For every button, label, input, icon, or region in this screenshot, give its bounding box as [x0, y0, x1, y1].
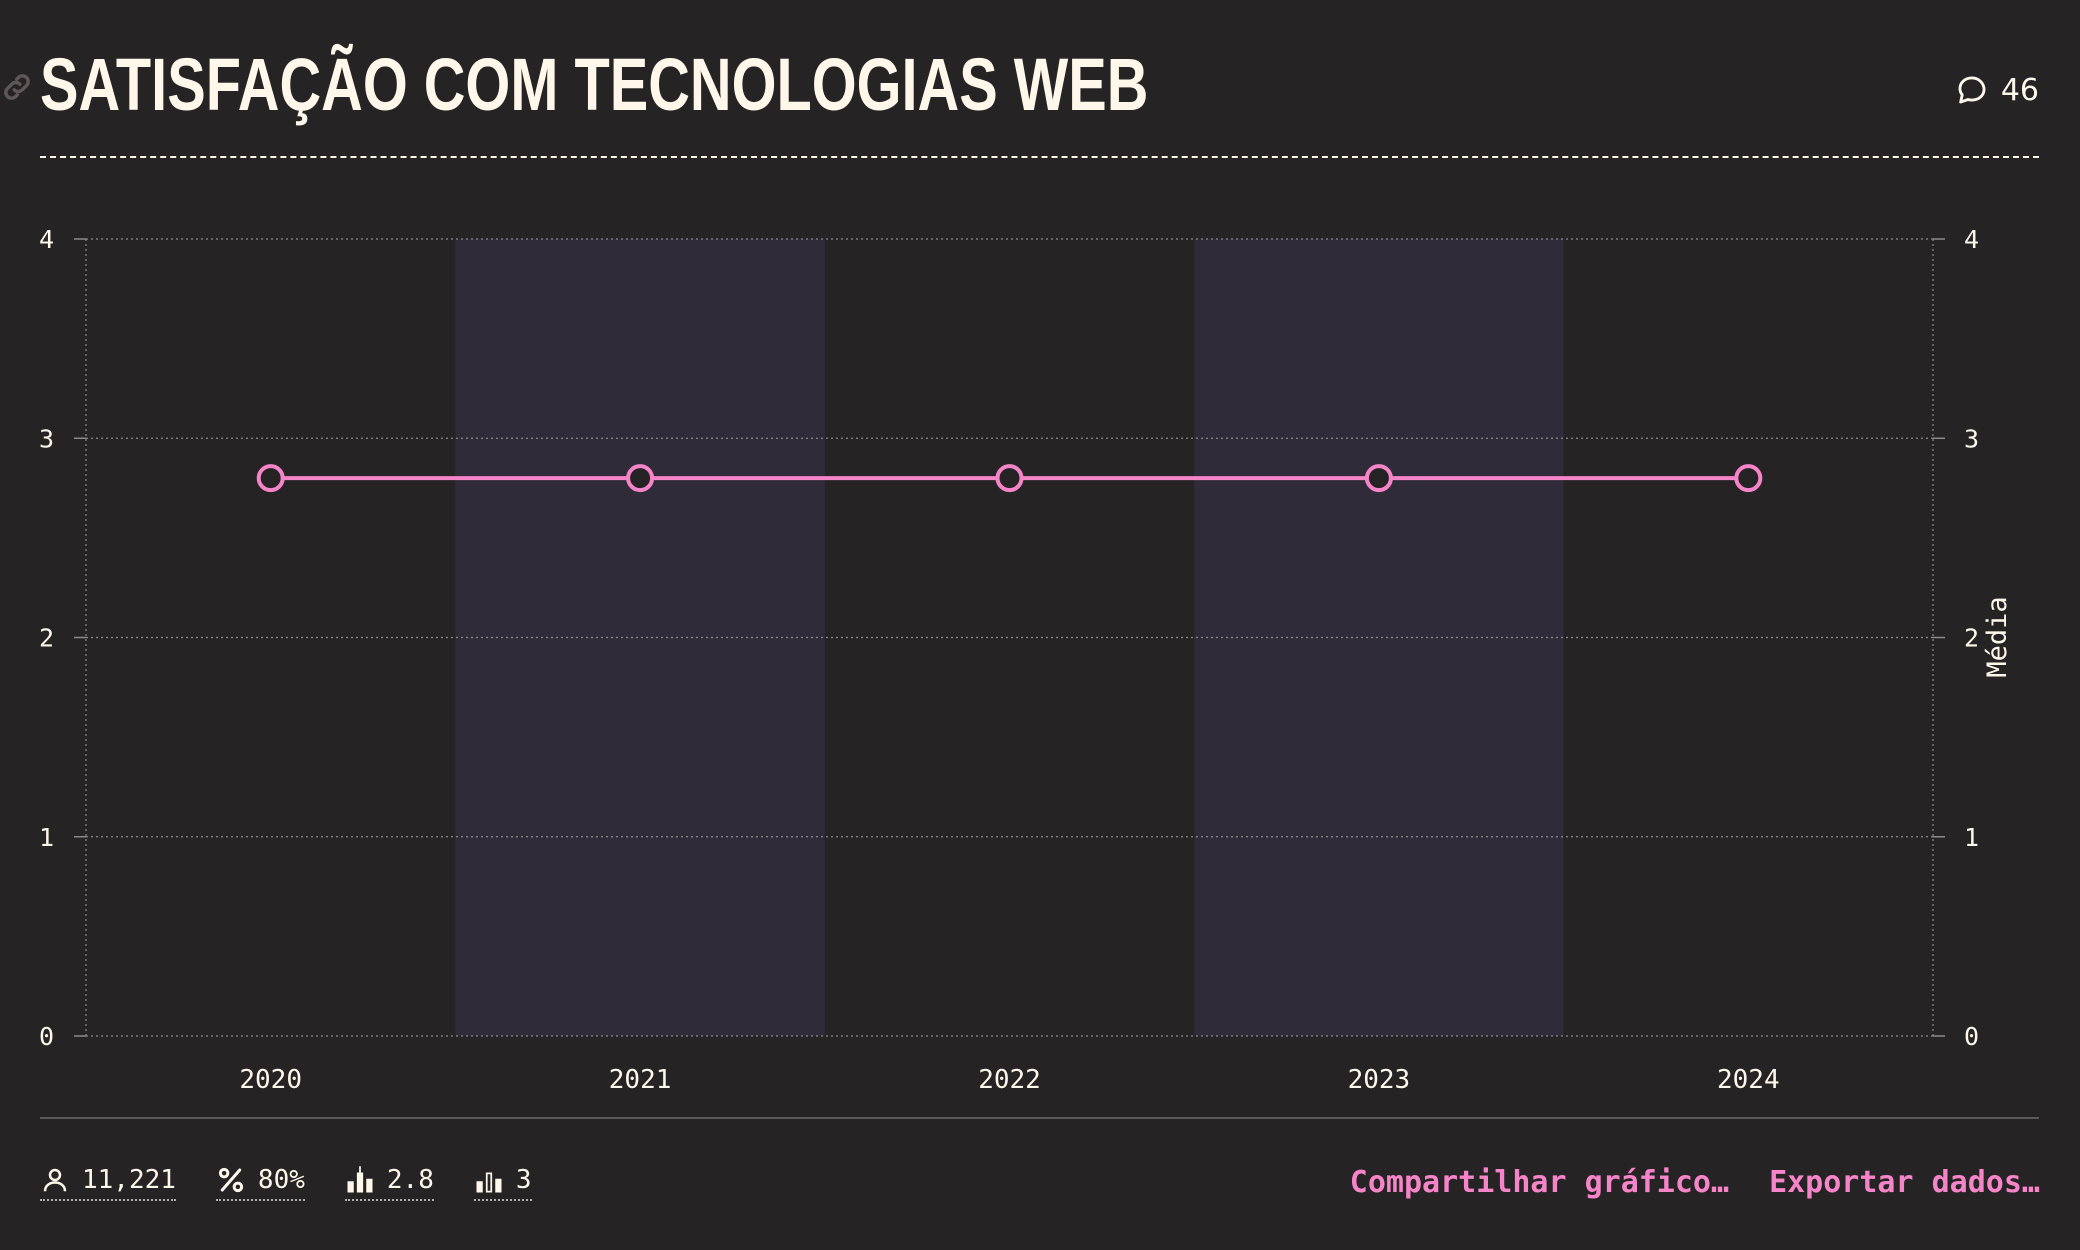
chart-header: Satisfação com tecnologias web 46: [4, 40, 2039, 158]
data-point: [995, 464, 1024, 493]
stat-median-value: 3: [515, 1165, 532, 1195]
median-icon: [476, 1172, 502, 1193]
y-tick-label-left: 1: [39, 823, 54, 852]
stat-average[interactable]: 2.8: [344, 1165, 434, 1201]
y-tick-label-right: 4: [1964, 225, 1979, 254]
x-tick-label: 2021: [609, 1065, 672, 1095]
link-icon[interactable]: [0, 70, 34, 104]
comment-icon: [1958, 76, 1986, 104]
stat-percent[interactable]: 80%: [215, 1165, 305, 1201]
line-chart: 0 0 1 1 2 2 3 3 4 4 Média 2020 2021 2022 2023 2024: [39, 225, 2013, 1095]
chart-actions: Compartilhar gráfico… Exportar dados…: [1350, 1165, 2040, 1200]
user-icon: [43, 1168, 67, 1192]
column-band: [1194, 239, 1564, 1036]
x-tick-label: 2022: [978, 1065, 1041, 1095]
page-title: Satisfação com tecnologias web: [40, 43, 1149, 126]
y-tick-label-left: 4: [39, 225, 54, 254]
y-tick-label-right: 3: [1964, 424, 1979, 453]
comments-count: 46: [2000, 72, 2039, 108]
export-data-button[interactable]: Exportar dados…: [1769, 1165, 2040, 1200]
data-point: [626, 464, 655, 493]
x-tick-label: 2020: [239, 1065, 302, 1095]
stat-median[interactable]: 3: [473, 1165, 532, 1201]
average-icon: [347, 1166, 373, 1193]
y-tick-label-right: 1: [1964, 823, 1979, 852]
share-chart-button[interactable]: Compartilhar gráfico…: [1349, 1165, 1730, 1200]
data-point: [1364, 464, 1393, 493]
y-axis-title: Média: [1982, 596, 2013, 677]
chart-stats: 11,221 80% 2.8 3: [40, 1165, 532, 1201]
comments-button[interactable]: 46: [1955, 70, 2039, 110]
column-band: [455, 239, 825, 1036]
data-point: [1734, 464, 1763, 493]
data-point: [256, 464, 285, 493]
y-tick-label-right: 2: [1964, 624, 1979, 653]
footer-divider: [40, 1117, 2039, 1119]
x-tick-label: 2023: [1348, 1065, 1411, 1095]
stat-respondents-value: 11,221: [82, 1165, 176, 1195]
y-tick-label-left: 3: [39, 424, 54, 453]
y-tick-label-left: 0: [39, 1022, 54, 1051]
stat-average-value: 2.8: [386, 1165, 434, 1195]
stat-percent-value: 80%: [257, 1165, 305, 1195]
stat-respondents[interactable]: 11,221: [40, 1165, 176, 1201]
x-tick-label: 2024: [1717, 1065, 1780, 1095]
y-tick-label-right: 0: [1964, 1022, 1979, 1051]
percent-icon: [218, 1167, 244, 1193]
y-tick-label-left: 2: [39, 624, 54, 653]
